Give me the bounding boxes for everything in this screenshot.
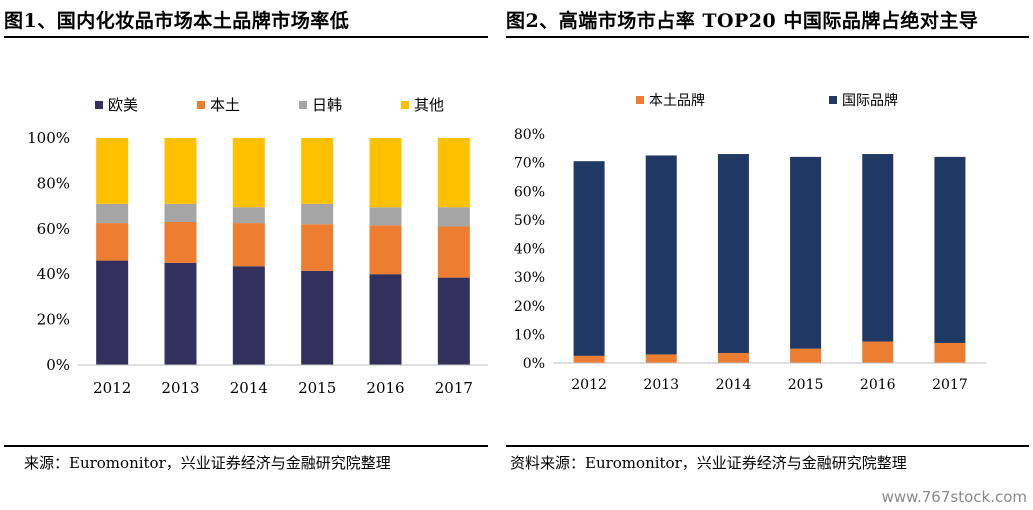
y-tick-label: 70% — [514, 156, 545, 172]
bar-segment-2016-1 — [369, 225, 402, 275]
x-category-label: 2014 — [230, 379, 268, 397]
x-category-label: 2013 — [643, 377, 679, 393]
bar-segment-2017-0 — [437, 277, 470, 365]
y-tick-label: 40% — [514, 242, 545, 258]
bar-segment-2016-0 — [862, 341, 894, 363]
figure-1-title: 图1、国内化妆品市场本土品牌市场率低 — [4, 10, 350, 32]
bar-segment-2012-0 — [96, 260, 129, 365]
x-category-label: 2016 — [366, 379, 404, 397]
legend-label: 国际品牌 — [842, 92, 898, 109]
x-category-label: 2012 — [571, 377, 607, 393]
bar-segment-2013-1 — [645, 155, 677, 355]
site-watermark: www.767stock.com — [881, 488, 1027, 506]
y-tick-label: 60% — [514, 184, 545, 200]
legend-label: 日韩 — [312, 96, 342, 114]
legend-swatch-0 — [636, 96, 644, 104]
bar-segment-2015-3 — [301, 138, 334, 204]
legend-swatch-2 — [299, 101, 307, 109]
y-tick-label: 20% — [514, 299, 545, 315]
x-category-label: 2015 — [788, 377, 824, 393]
legend-swatch-0 — [95, 101, 103, 109]
legend-label: 其他 — [414, 96, 444, 114]
bar-segment-2012-2 — [96, 203, 129, 224]
title-divider-left — [4, 36, 488, 38]
bar-segment-2016-1 — [862, 154, 894, 342]
legend-swatch-3 — [401, 101, 409, 109]
bar-segment-2017-3 — [437, 138, 470, 208]
y-tick-label: 60% — [37, 220, 70, 238]
bar-segment-2012-3 — [96, 138, 129, 204]
x-category-label: 2015 — [298, 379, 336, 397]
bar-segment-2012-1 — [573, 161, 605, 356]
x-category-label: 2013 — [161, 379, 199, 397]
title-divider-right — [506, 36, 1029, 38]
y-tick-label: 80% — [514, 127, 545, 143]
legend-label: 本土品牌 — [649, 92, 705, 109]
source-divider-right — [506, 445, 1029, 447]
y-tick-label: 100% — [27, 129, 70, 147]
legend-swatch-1 — [829, 96, 837, 104]
y-tick-label: 20% — [37, 311, 70, 329]
legend-label: 欧美 — [108, 96, 138, 114]
bar-segment-2013-1 — [164, 221, 197, 263]
y-tick-label: 10% — [514, 327, 545, 343]
x-category-label: 2016 — [860, 377, 896, 393]
x-category-label: 2014 — [716, 377, 752, 393]
bar-segment-2014-2 — [232, 207, 265, 224]
x-category-label: 2017 — [932, 377, 968, 393]
bar-segment-2012-1 — [96, 223, 129, 261]
y-tick-label: 0% — [46, 356, 70, 374]
bar-segment-2014-1 — [717, 154, 749, 353]
bar-segment-2013-0 — [164, 262, 197, 365]
bar-segment-2013-0 — [645, 354, 677, 363]
bar-segment-2017-0 — [934, 342, 966, 363]
figure-2-title: 图2、高端市场市占率 TOP20 中国际品牌占绝对主导 — [506, 10, 979, 32]
bar-segment-2016-2 — [369, 207, 402, 226]
bar-segment-2015-0 — [790, 348, 822, 363]
bar-segment-2017-1 — [437, 226, 470, 278]
bar-segment-2015-1 — [301, 224, 334, 271]
bar-segment-2015-0 — [301, 270, 334, 365]
source-divider-left — [4, 445, 488, 447]
bar-segment-2012-0 — [573, 355, 605, 363]
legend-label: 本土 — [210, 96, 240, 114]
y-tick-label: 40% — [37, 265, 70, 283]
legend-swatch-1 — [197, 101, 205, 109]
bar-segment-2017-2 — [437, 207, 470, 227]
bar-segment-2013-2 — [164, 203, 197, 222]
bar-segment-2016-3 — [369, 138, 402, 208]
y-tick-label: 30% — [514, 270, 545, 286]
bar-segment-2015-1 — [790, 156, 822, 349]
figure-2-source: 资料来源：Euromonitor，兴业证券经济与金融研究院整理 — [510, 454, 907, 472]
bar-segment-2014-1 — [232, 223, 265, 267]
bar-segment-2016-0 — [369, 274, 402, 365]
y-tick-label: 0% — [523, 356, 545, 372]
bar-segment-2013-3 — [164, 138, 197, 204]
bar-segment-2015-2 — [301, 203, 334, 225]
bar-segment-2014-0 — [232, 266, 265, 365]
bar-segment-2014-3 — [232, 138, 265, 208]
x-category-label: 2012 — [93, 379, 131, 397]
x-category-label: 2017 — [435, 379, 473, 397]
y-tick-label: 80% — [37, 174, 70, 192]
figure-1-source: 来源：Euromonitor，兴业证券经济与金融研究院整理 — [24, 454, 391, 472]
bar-segment-2014-0 — [717, 352, 749, 363]
y-tick-label: 50% — [514, 213, 545, 229]
bar-segment-2017-1 — [934, 156, 966, 343]
